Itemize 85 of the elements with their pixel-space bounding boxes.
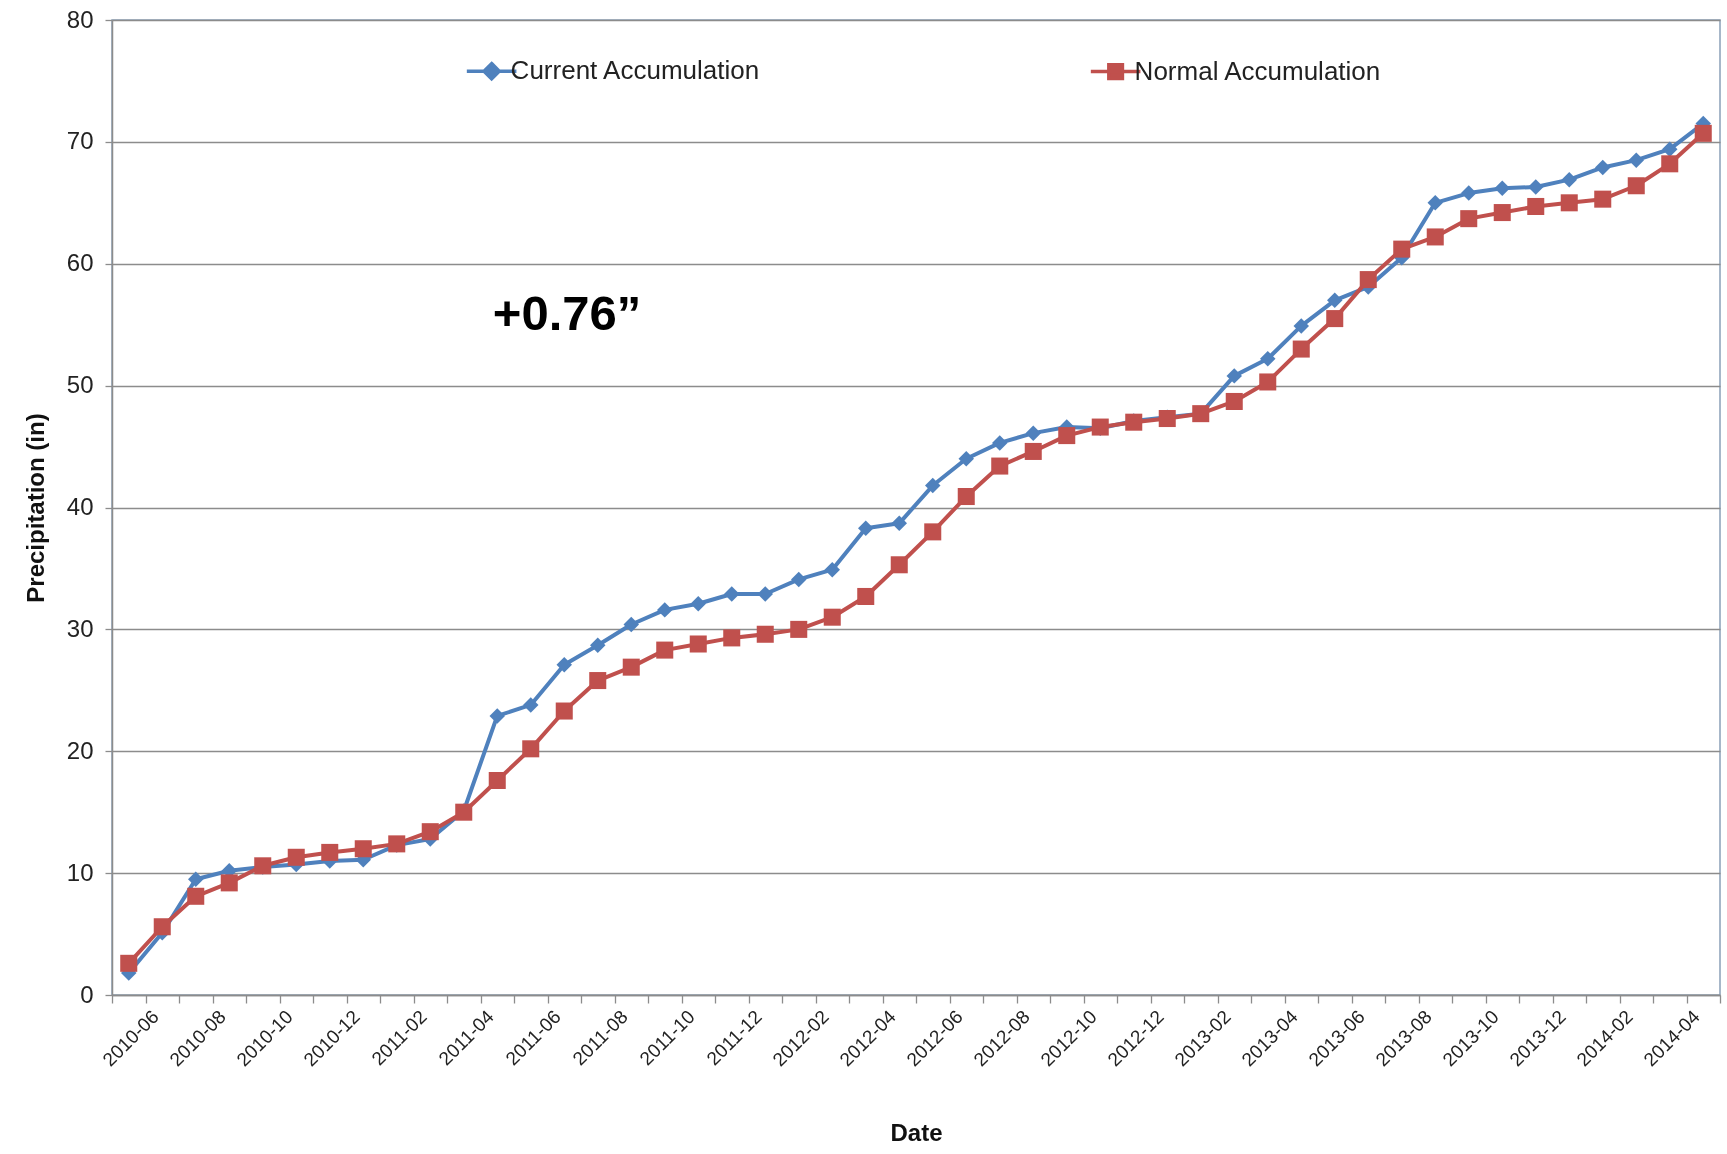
point [756, 625, 774, 643]
y-tick-label: 0 [80, 980, 94, 1008]
y-tick-label: 20 [66, 736, 94, 764]
point [924, 523, 942, 541]
point [489, 708, 505, 724]
point [1461, 185, 1477, 201]
point [1292, 340, 1310, 358]
point [1025, 425, 1041, 441]
point [857, 587, 875, 605]
point [1627, 177, 1645, 195]
y-tick-label: 10 [66, 858, 94, 886]
point [1225, 392, 1243, 410]
point [421, 823, 439, 841]
point [757, 586, 773, 602]
point [153, 918, 171, 936]
point [555, 702, 573, 720]
point [1594, 190, 1612, 208]
point [120, 954, 138, 972]
point [556, 656, 572, 673]
point [1226, 368, 1242, 384]
point [1260, 351, 1276, 367]
y-tick-label: 30 [66, 614, 94, 642]
point [958, 451, 974, 467]
point [724, 586, 740, 602]
point [187, 887, 205, 905]
point [957, 488, 975, 506]
legend-label: Current Accumulation [510, 55, 760, 86]
point [1527, 197, 1545, 215]
point [1024, 442, 1042, 460]
point [891, 515, 907, 532]
point [1661, 155, 1679, 173]
point [220, 874, 238, 892]
point [689, 635, 707, 653]
point [1293, 318, 1309, 334]
point [823, 608, 841, 626]
point [991, 457, 1009, 475]
y-tick-label: 60 [66, 249, 94, 277]
point [890, 556, 908, 574]
point [354, 840, 372, 858]
point [690, 596, 706, 612]
point [589, 672, 607, 690]
point [1560, 194, 1578, 212]
point [1393, 240, 1411, 258]
point [1427, 195, 1443, 211]
point [1426, 228, 1444, 246]
point [488, 771, 506, 790]
point [523, 697, 539, 713]
point [790, 620, 808, 638]
point [622, 658, 640, 676]
point [1326, 310, 1344, 328]
point [1694, 124, 1712, 142]
point [1259, 373, 1277, 391]
y-tick-label: 80 [66, 5, 94, 33]
point [287, 848, 305, 866]
y-tick-label: 40 [66, 493, 94, 520]
point [590, 637, 606, 653]
annotation: +0.76” [492, 286, 642, 341]
point [723, 629, 741, 647]
point [623, 616, 639, 633]
point [321, 843, 339, 861]
point [1528, 179, 1544, 195]
point [824, 561, 840, 578]
point [656, 641, 674, 659]
point [1058, 427, 1076, 445]
point [1662, 141, 1678, 157]
point [522, 740, 540, 758]
point [1561, 171, 1577, 188]
point [1493, 204, 1511, 222]
point [1494, 180, 1510, 196]
point [1460, 210, 1478, 228]
point [858, 520, 874, 536]
point [1595, 159, 1611, 176]
point [1327, 292, 1343, 309]
point [1359, 271, 1377, 289]
x-axis-title: Date [890, 1119, 943, 1147]
point [1628, 152, 1644, 168]
y-axis-title: Precipitation (in) [21, 413, 49, 603]
y-tick-label: 70 [66, 127, 94, 155]
legend-label: Normal Accumulation [1134, 55, 1381, 86]
point [188, 871, 204, 887]
point [791, 571, 807, 588]
point [925, 477, 941, 494]
point [992, 435, 1008, 451]
y-tick-label: 50 [66, 371, 94, 399]
point [657, 602, 673, 618]
